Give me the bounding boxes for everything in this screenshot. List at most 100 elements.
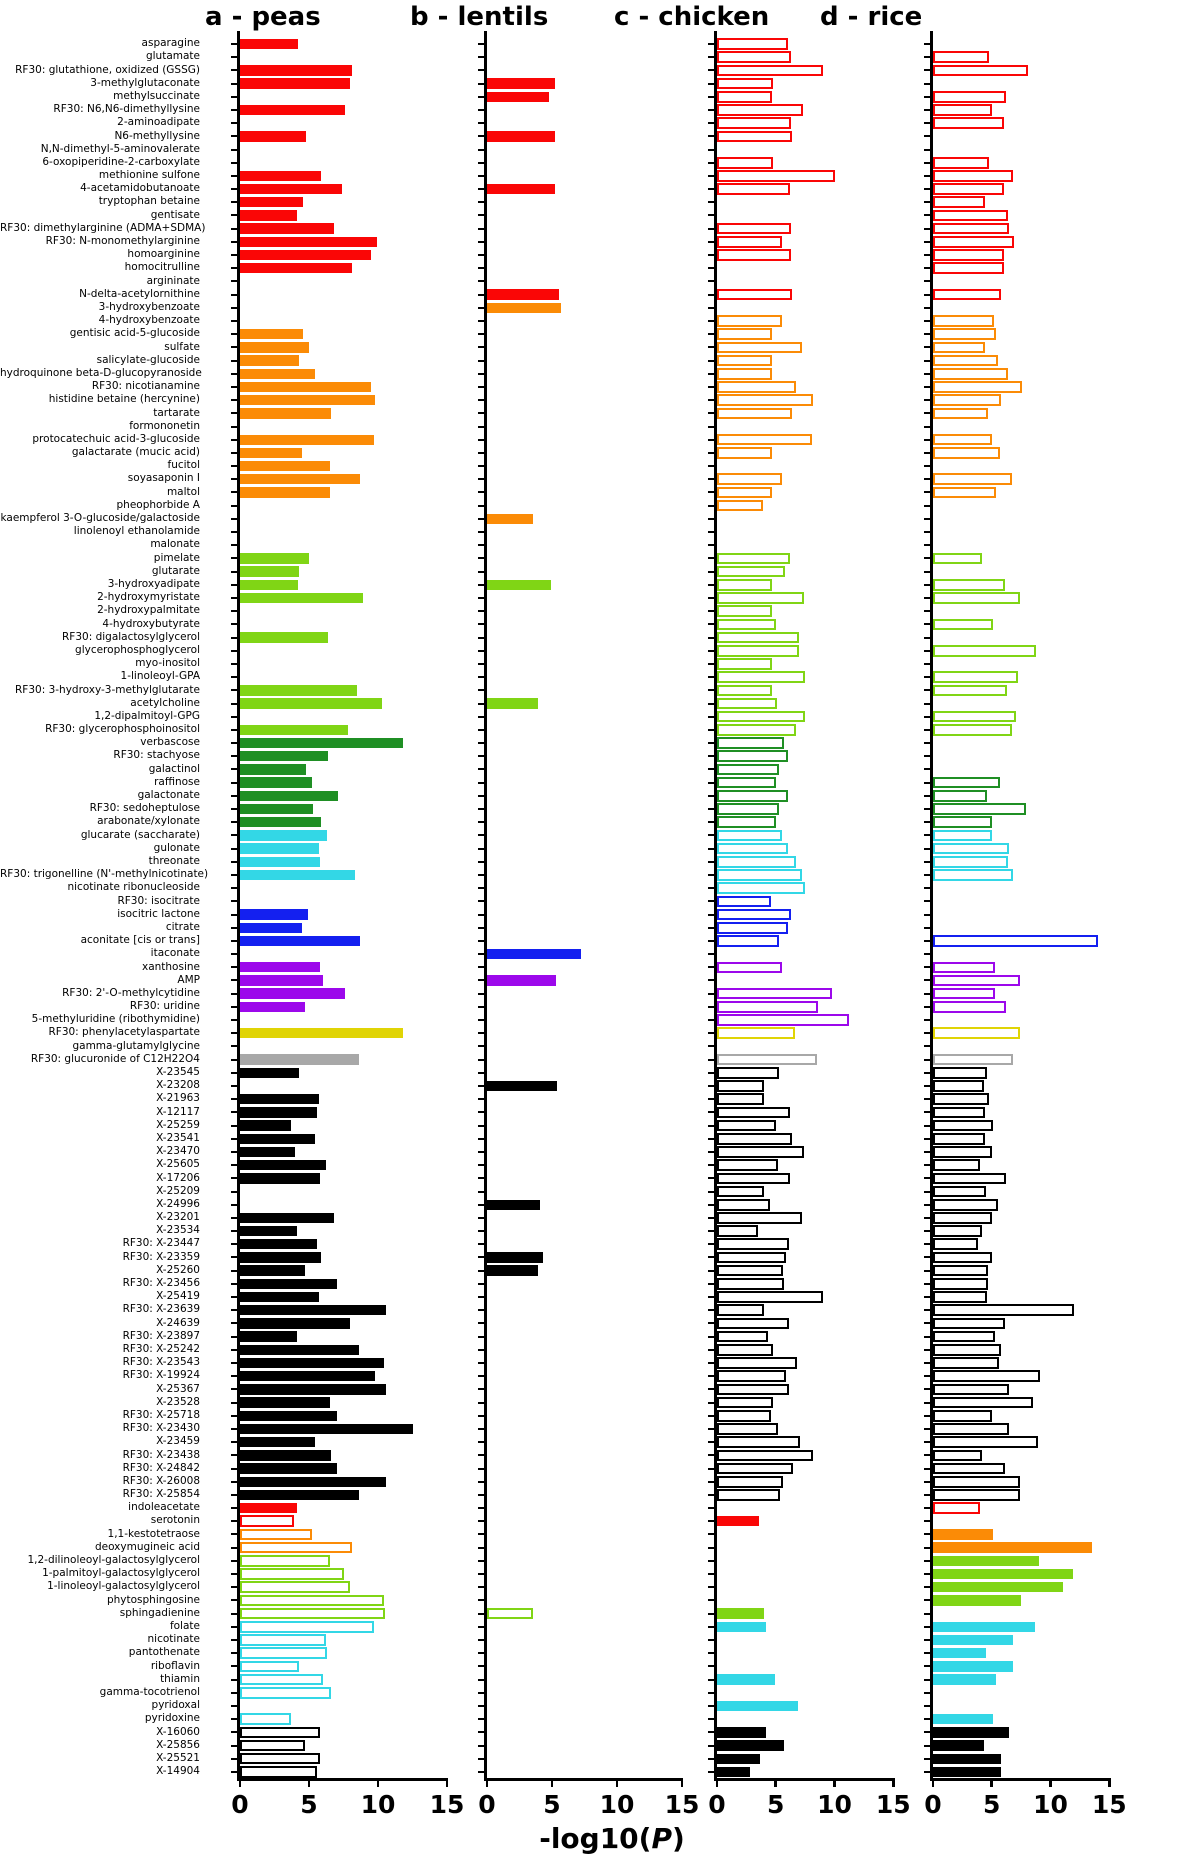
y-tick <box>924 1401 931 1404</box>
y-tick <box>924 359 931 362</box>
x-tick <box>376 1778 380 1787</box>
y-tick <box>924 82 931 85</box>
y-tick <box>708 1137 715 1140</box>
y-tick <box>478 385 485 388</box>
y-tick <box>708 689 715 692</box>
row-label: methylsuccinate <box>113 89 200 102</box>
bar-a-tartarate <box>240 408 332 419</box>
y-tick <box>924 1744 931 1747</box>
bar-c-galactinol <box>717 763 780 776</box>
y-tick <box>478 887 485 890</box>
y-tick <box>478 517 485 520</box>
y-tick <box>708 174 715 177</box>
y-tick <box>478 702 485 705</box>
bar-a-X-25419 <box>240 1291 319 1303</box>
bar-d-RF30: X-19924 <box>933 1370 1040 1382</box>
y-tick <box>924 1559 931 1562</box>
bar-a-RF30: nicotianamine <box>240 381 372 393</box>
row-label: 2-hydroxymyristate <box>97 591 200 604</box>
bar-d-soyasaponin I <box>933 473 1012 486</box>
y-tick <box>231 214 238 217</box>
y-tick <box>478 1625 485 1628</box>
y-tick <box>924 1533 931 1536</box>
y-tick <box>708 1770 715 1773</box>
bar-d-indoleacetate <box>933 1502 980 1514</box>
y-tick <box>924 1322 931 1325</box>
y-tick <box>924 346 931 349</box>
y-tick <box>231 333 238 336</box>
bar-c-X-16060 <box>717 1727 767 1738</box>
bar-a-isocitric lactone <box>240 909 308 920</box>
row-label: methionine sulfone <box>98 169 200 182</box>
y-tick <box>231 596 238 599</box>
y-tick <box>231 1058 238 1061</box>
bar-b-kaempferol 3-O-glucoside/galactoside <box>487 513 533 525</box>
y-tick <box>231 504 238 507</box>
bar-c-X-25260 <box>717 1264 783 1277</box>
bar-a-RF30: dimethylarginine (ADMA+SDMA) <box>240 223 334 234</box>
y-tick <box>708 280 715 283</box>
y-tick <box>708 1058 715 1061</box>
y-tick <box>924 56 931 59</box>
y-tick <box>708 1150 715 1153</box>
bar-d-X-21963 <box>933 1093 990 1105</box>
y-tick <box>231 1770 238 1773</box>
bar-c-RF30: X-25854 <box>717 1489 781 1501</box>
y-tick <box>708 1085 715 1087</box>
bar-a-RF30: digalactosylglycerol <box>240 632 329 643</box>
row-label: soyasaponin I <box>127 472 200 485</box>
y-tick <box>478 662 485 665</box>
x-tick-label: 5 <box>983 1790 1001 1819</box>
y-tick <box>231 1348 238 1351</box>
y-tick <box>708 188 715 191</box>
y-tick <box>924 794 931 797</box>
y-tick <box>708 1454 715 1457</box>
y-tick <box>924 887 931 890</box>
y-tick <box>924 1731 931 1734</box>
bar-c-X-25209 <box>717 1185 764 1198</box>
bar-d-2-aminoadipate <box>933 117 1004 129</box>
y-tick <box>231 372 238 375</box>
y-tick <box>708 69 715 72</box>
y-tick <box>708 82 715 85</box>
bar-d-homoarginine <box>933 249 1004 261</box>
y-tick <box>708 1309 715 1312</box>
y-tick <box>708 1573 715 1576</box>
bar-a-AMP <box>240 975 323 986</box>
y-tick <box>924 1190 931 1193</box>
y-tick <box>708 1665 715 1668</box>
bar-c-RF30: sedoheptulose <box>717 803 780 815</box>
y-tick <box>231 1243 238 1246</box>
y-tick <box>924 1546 931 1549</box>
row-label: pimelate <box>153 551 200 564</box>
y-tick <box>478 1454 485 1457</box>
bar-c-RF30: phenylacetylaspartate <box>717 1027 795 1040</box>
y-tick <box>231 702 238 705</box>
bar-a-glucarate (saccharate) <box>240 830 327 841</box>
bar-a-indoleacetate <box>240 1502 297 1514</box>
y-tick <box>231 1296 238 1299</box>
bar-d-RF30: X-24842 <box>933 1462 1005 1475</box>
y-tick <box>924 913 931 916</box>
bar-d-X-24639 <box>933 1317 1005 1330</box>
y-tick <box>478 1124 485 1127</box>
y-axis-b <box>484 31 487 1781</box>
bar-c-N-delta-acetylornithine <box>717 288 793 301</box>
y-tick <box>231 1625 238 1628</box>
y-tick <box>708 254 715 257</box>
y-tick <box>231 992 238 995</box>
x-tick <box>445 1778 449 1787</box>
y-tick <box>478 531 485 534</box>
y-tick <box>231 82 238 85</box>
y-tick <box>231 966 238 969</box>
x-tick-label: 0 <box>231 1790 249 1819</box>
bar-d-X-24996 <box>933 1198 998 1211</box>
bar-c-RF30: X-23359 <box>717 1251 787 1264</box>
row-label: 3-methylglutaconate <box>90 76 200 89</box>
y-tick <box>478 1546 485 1549</box>
row-label: X-21963 <box>156 1092 200 1105</box>
bar-c-serotonin <box>717 1516 760 1527</box>
y-tick <box>478 570 485 573</box>
y-tick <box>924 1573 931 1576</box>
y-tick <box>708 1230 715 1233</box>
